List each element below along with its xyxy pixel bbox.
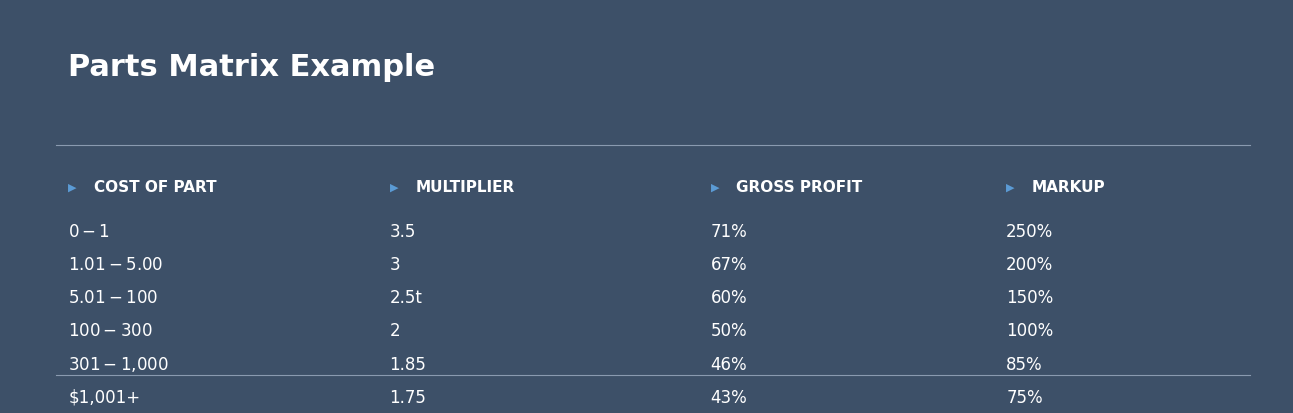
- Text: 60%: 60%: [711, 290, 747, 307]
- Text: 75%: 75%: [1006, 389, 1043, 407]
- Text: $1,001+: $1,001+: [69, 389, 141, 407]
- Text: 2.5t: 2.5t: [389, 290, 423, 307]
- Text: 150%: 150%: [1006, 290, 1054, 307]
- Text: 3: 3: [389, 256, 401, 274]
- Text: 46%: 46%: [711, 356, 747, 374]
- Text: 100%: 100%: [1006, 323, 1054, 340]
- Text: $301 - $1,000: $301 - $1,000: [69, 355, 169, 374]
- Text: 250%: 250%: [1006, 223, 1054, 241]
- Text: ▶: ▶: [69, 183, 76, 193]
- Text: ▶: ▶: [1006, 183, 1015, 193]
- Text: MARKUP: MARKUP: [1032, 180, 1106, 195]
- Text: 67%: 67%: [711, 256, 747, 274]
- Text: $100 - $300: $100 - $300: [69, 323, 153, 340]
- Text: 200%: 200%: [1006, 256, 1054, 274]
- Text: $5.01 - $100: $5.01 - $100: [69, 290, 159, 307]
- Text: 3.5: 3.5: [389, 223, 416, 241]
- Text: ▶: ▶: [389, 183, 398, 193]
- Text: GROSS PROFIT: GROSS PROFIT: [737, 180, 862, 195]
- Text: 1.85: 1.85: [389, 356, 427, 374]
- Text: Parts Matrix Example: Parts Matrix Example: [69, 52, 436, 82]
- Text: 71%: 71%: [711, 223, 747, 241]
- Text: $1.01 - $5.00: $1.01 - $5.00: [69, 256, 164, 274]
- Text: 50%: 50%: [711, 323, 747, 340]
- Text: COST OF PART: COST OF PART: [94, 180, 217, 195]
- Text: MULTIPLIER: MULTIPLIER: [415, 180, 515, 195]
- Text: 2: 2: [389, 323, 401, 340]
- Text: 43%: 43%: [711, 389, 747, 407]
- Text: ▶: ▶: [711, 183, 719, 193]
- Text: 1.75: 1.75: [389, 389, 427, 407]
- Text: 85%: 85%: [1006, 356, 1043, 374]
- Text: $0 - $1: $0 - $1: [69, 223, 110, 241]
